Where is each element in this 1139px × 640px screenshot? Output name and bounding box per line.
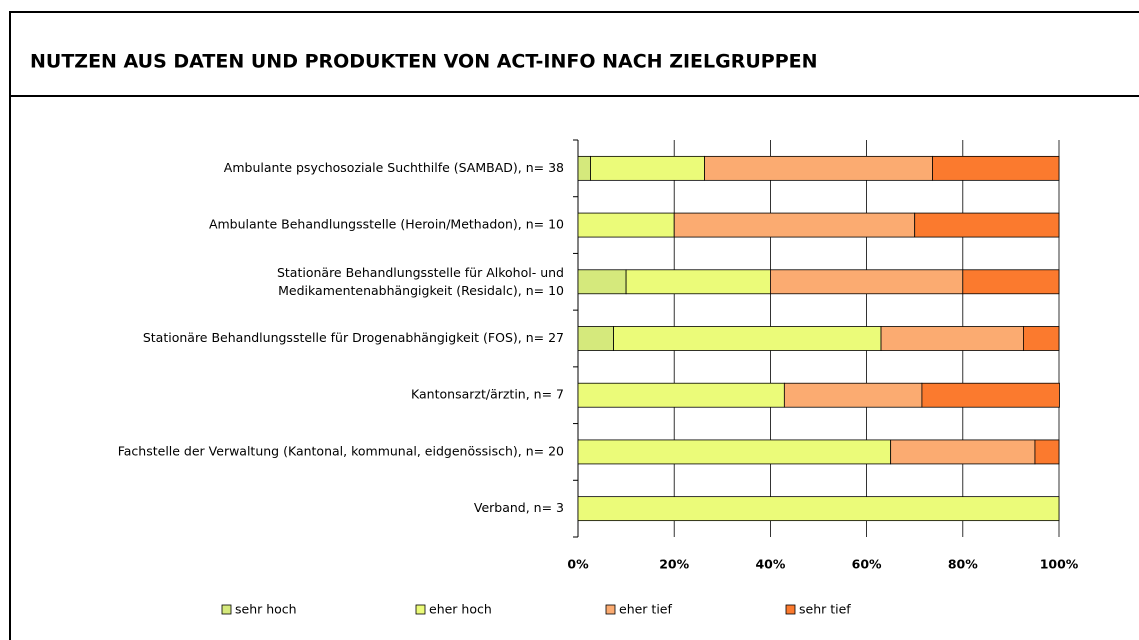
y-tick-label: Verband, n= 3 xyxy=(474,500,564,515)
frame xyxy=(9,11,1139,640)
chart-title: NUTZEN AUS DATEN UND PRODUKTEN VON ACT-I… xyxy=(30,51,818,73)
bar-segment xyxy=(704,155,933,181)
bar-segment xyxy=(1023,326,1060,351)
legend-label: eher tief xyxy=(619,602,672,617)
x-tick-label: 80% xyxy=(948,557,978,572)
legend-swatch xyxy=(605,604,616,615)
x-tick-label: 60% xyxy=(852,557,882,572)
bar-segment xyxy=(577,155,591,181)
bar-segment xyxy=(577,326,614,351)
legend-label: sehr hoch xyxy=(235,602,297,617)
legend-swatch xyxy=(785,604,796,615)
y-tick-label: Kantonsarzt/ärztin, n= 7 xyxy=(411,387,564,402)
bar-segment xyxy=(577,496,1060,522)
bar-segment xyxy=(577,439,892,465)
bar-segment xyxy=(1034,439,1060,465)
bar-segment xyxy=(932,155,1060,181)
bar-segment xyxy=(914,212,1060,238)
x-tick-label: 100% xyxy=(1040,557,1079,572)
bar-segment xyxy=(783,382,923,408)
legend-swatch xyxy=(415,604,426,615)
x-tick-label: 0% xyxy=(567,557,589,572)
legend-swatch xyxy=(221,604,232,615)
legend-label: sehr tief xyxy=(799,602,851,617)
bar-segment xyxy=(577,269,627,295)
bar-segment xyxy=(673,212,916,238)
bar-segment xyxy=(962,269,1060,295)
y-tick-label: Stationäre Behandlungsstelle für Alkohol… xyxy=(277,264,564,297)
y-tick-label: Ambulante psychosoziale Suchthilfe (SAMB… xyxy=(224,160,564,175)
bar-segment xyxy=(880,326,1024,351)
x-tick-label: 40% xyxy=(755,557,785,572)
y-tick-label: Stationäre Behandlungsstelle für Drogena… xyxy=(143,330,564,345)
y-tick-label: Ambulante Behandlungsstelle (Heroin/Meth… xyxy=(209,217,564,232)
bar-segment xyxy=(890,439,1036,465)
legend-label: eher hoch xyxy=(429,602,492,617)
bar-segment xyxy=(625,269,771,295)
bar-segment xyxy=(577,212,675,238)
bar-segment xyxy=(590,155,705,181)
y-tick-label: Fachstelle der Verwaltung (Kantonal, kom… xyxy=(118,443,564,458)
bar-segment xyxy=(921,382,1060,408)
x-tick-label: 20% xyxy=(659,557,689,572)
bar-segment xyxy=(577,382,785,408)
bar-segment xyxy=(770,269,964,295)
bar-segment xyxy=(613,326,882,351)
